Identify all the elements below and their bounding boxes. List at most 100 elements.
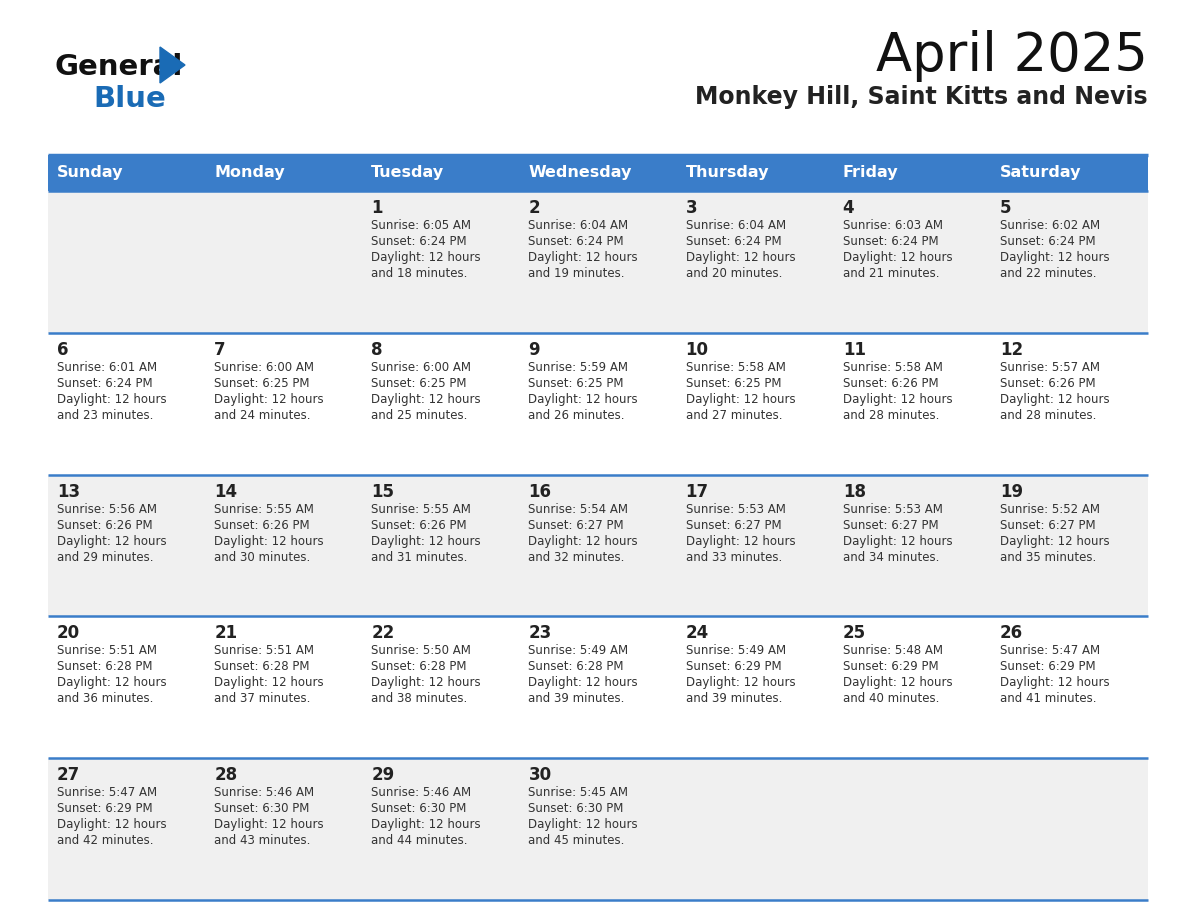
Text: Sunset: 6:26 PM: Sunset: 6:26 PM xyxy=(372,519,467,532)
Bar xyxy=(48,475,1148,616)
Text: 17: 17 xyxy=(685,483,709,500)
Text: Blue: Blue xyxy=(93,85,166,113)
Text: Sunset: 6:27 PM: Sunset: 6:27 PM xyxy=(685,519,782,532)
Text: and 36 minutes.: and 36 minutes. xyxy=(57,692,153,705)
Text: 3: 3 xyxy=(685,199,697,217)
Text: 19: 19 xyxy=(1000,483,1023,500)
Text: Daylight: 12 hours: Daylight: 12 hours xyxy=(842,393,953,406)
Text: Daylight: 12 hours: Daylight: 12 hours xyxy=(214,818,324,831)
Text: Daylight: 12 hours: Daylight: 12 hours xyxy=(57,393,166,406)
Text: 18: 18 xyxy=(842,483,866,500)
Text: Sunrise: 5:49 AM: Sunrise: 5:49 AM xyxy=(529,644,628,657)
Text: Sunrise: 5:52 AM: Sunrise: 5:52 AM xyxy=(1000,502,1100,516)
Text: Daylight: 12 hours: Daylight: 12 hours xyxy=(372,677,481,689)
Text: General: General xyxy=(55,53,183,81)
Text: Daylight: 12 hours: Daylight: 12 hours xyxy=(842,677,953,689)
Text: Sunrise: 5:47 AM: Sunrise: 5:47 AM xyxy=(1000,644,1100,657)
Text: Sunset: 6:25 PM: Sunset: 6:25 PM xyxy=(372,376,467,390)
Text: Daylight: 12 hours: Daylight: 12 hours xyxy=(529,393,638,406)
Text: and 26 minutes.: and 26 minutes. xyxy=(529,409,625,421)
Text: Sunrise: 5:53 AM: Sunrise: 5:53 AM xyxy=(685,502,785,516)
Text: Sunrise: 6:04 AM: Sunrise: 6:04 AM xyxy=(685,219,785,232)
Text: Sunset: 6:28 PM: Sunset: 6:28 PM xyxy=(57,660,152,674)
Text: Daylight: 12 hours: Daylight: 12 hours xyxy=(372,534,481,548)
Text: and 39 minutes.: and 39 minutes. xyxy=(529,692,625,705)
Text: and 35 minutes.: and 35 minutes. xyxy=(1000,551,1097,564)
Polygon shape xyxy=(160,47,185,83)
Text: Sunrise: 5:55 AM: Sunrise: 5:55 AM xyxy=(372,502,472,516)
Text: Sunrise: 6:00 AM: Sunrise: 6:00 AM xyxy=(372,361,472,374)
Text: Sunset: 6:28 PM: Sunset: 6:28 PM xyxy=(529,660,624,674)
Text: Sunset: 6:26 PM: Sunset: 6:26 PM xyxy=(1000,376,1095,390)
Text: Sunset: 6:28 PM: Sunset: 6:28 PM xyxy=(372,660,467,674)
Text: Daylight: 12 hours: Daylight: 12 hours xyxy=(685,677,795,689)
Text: 20: 20 xyxy=(57,624,80,643)
Text: April 2025: April 2025 xyxy=(876,30,1148,82)
Text: Sunset: 6:26 PM: Sunset: 6:26 PM xyxy=(57,519,152,532)
Text: Sunset: 6:26 PM: Sunset: 6:26 PM xyxy=(842,376,939,390)
Text: Sunrise: 6:02 AM: Sunrise: 6:02 AM xyxy=(1000,219,1100,232)
Text: Sunset: 6:30 PM: Sunset: 6:30 PM xyxy=(529,802,624,815)
Text: Daylight: 12 hours: Daylight: 12 hours xyxy=(685,251,795,264)
Text: 15: 15 xyxy=(372,483,394,500)
Text: Sunset: 6:24 PM: Sunset: 6:24 PM xyxy=(372,235,467,248)
Text: and 38 minutes.: and 38 minutes. xyxy=(372,692,468,705)
Text: Sunset: 6:30 PM: Sunset: 6:30 PM xyxy=(214,802,310,815)
Text: Daylight: 12 hours: Daylight: 12 hours xyxy=(1000,534,1110,548)
Text: Daylight: 12 hours: Daylight: 12 hours xyxy=(1000,393,1110,406)
Text: Sunrise: 5:47 AM: Sunrise: 5:47 AM xyxy=(57,786,157,800)
Text: Sunrise: 6:01 AM: Sunrise: 6:01 AM xyxy=(57,361,157,374)
Text: Daylight: 12 hours: Daylight: 12 hours xyxy=(529,251,638,264)
Text: Sunset: 6:29 PM: Sunset: 6:29 PM xyxy=(685,660,782,674)
Text: Wednesday: Wednesday xyxy=(529,165,632,181)
Text: Daylight: 12 hours: Daylight: 12 hours xyxy=(57,534,166,548)
Text: Sunset: 6:29 PM: Sunset: 6:29 PM xyxy=(57,802,152,815)
Text: Thursday: Thursday xyxy=(685,165,769,181)
Text: and 37 minutes.: and 37 minutes. xyxy=(214,692,310,705)
Text: Sunset: 6:30 PM: Sunset: 6:30 PM xyxy=(372,802,467,815)
Text: 14: 14 xyxy=(214,483,238,500)
Text: Sunset: 6:27 PM: Sunset: 6:27 PM xyxy=(842,519,939,532)
Text: Sunrise: 5:45 AM: Sunrise: 5:45 AM xyxy=(529,786,628,800)
Text: Sunrise: 5:51 AM: Sunrise: 5:51 AM xyxy=(214,644,314,657)
Text: Sunrise: 6:04 AM: Sunrise: 6:04 AM xyxy=(529,219,628,232)
Text: 22: 22 xyxy=(372,624,394,643)
Bar xyxy=(48,333,1148,475)
Text: 24: 24 xyxy=(685,624,709,643)
Text: 25: 25 xyxy=(842,624,866,643)
Text: and 23 minutes.: and 23 minutes. xyxy=(57,409,153,421)
Text: Daylight: 12 hours: Daylight: 12 hours xyxy=(372,393,481,406)
Text: Sunrise: 5:51 AM: Sunrise: 5:51 AM xyxy=(57,644,157,657)
Text: Tuesday: Tuesday xyxy=(372,165,444,181)
Text: Daylight: 12 hours: Daylight: 12 hours xyxy=(685,534,795,548)
Text: and 34 minutes.: and 34 minutes. xyxy=(842,551,939,564)
Text: 26: 26 xyxy=(1000,624,1023,643)
Text: Daylight: 12 hours: Daylight: 12 hours xyxy=(214,677,324,689)
Text: Sunset: 6:25 PM: Sunset: 6:25 PM xyxy=(214,376,310,390)
Text: and 45 minutes.: and 45 minutes. xyxy=(529,834,625,847)
Text: Daylight: 12 hours: Daylight: 12 hours xyxy=(372,818,481,831)
Text: 11: 11 xyxy=(842,341,866,359)
Bar xyxy=(48,155,1148,191)
Text: Sunrise: 5:59 AM: Sunrise: 5:59 AM xyxy=(529,361,628,374)
Text: 5: 5 xyxy=(1000,199,1011,217)
Text: 12: 12 xyxy=(1000,341,1023,359)
Text: 28: 28 xyxy=(214,767,238,784)
Text: 29: 29 xyxy=(372,767,394,784)
Text: Daylight: 12 hours: Daylight: 12 hours xyxy=(529,818,638,831)
Bar xyxy=(48,758,1148,900)
Text: Sunrise: 6:05 AM: Sunrise: 6:05 AM xyxy=(372,219,472,232)
Text: Sunrise: 5:46 AM: Sunrise: 5:46 AM xyxy=(214,786,315,800)
Text: 9: 9 xyxy=(529,341,541,359)
Text: Sunrise: 5:49 AM: Sunrise: 5:49 AM xyxy=(685,644,785,657)
Text: Sunset: 6:24 PM: Sunset: 6:24 PM xyxy=(842,235,939,248)
Text: Sunrise: 5:48 AM: Sunrise: 5:48 AM xyxy=(842,644,943,657)
Text: and 27 minutes.: and 27 minutes. xyxy=(685,409,782,421)
Text: 1: 1 xyxy=(372,199,383,217)
Text: Sunrise: 6:00 AM: Sunrise: 6:00 AM xyxy=(214,361,314,374)
Text: Daylight: 12 hours: Daylight: 12 hours xyxy=(842,251,953,264)
Text: Sunrise: 5:50 AM: Sunrise: 5:50 AM xyxy=(372,644,472,657)
Text: 21: 21 xyxy=(214,624,238,643)
Text: and 22 minutes.: and 22 minutes. xyxy=(1000,267,1097,280)
Text: Daylight: 12 hours: Daylight: 12 hours xyxy=(57,818,166,831)
